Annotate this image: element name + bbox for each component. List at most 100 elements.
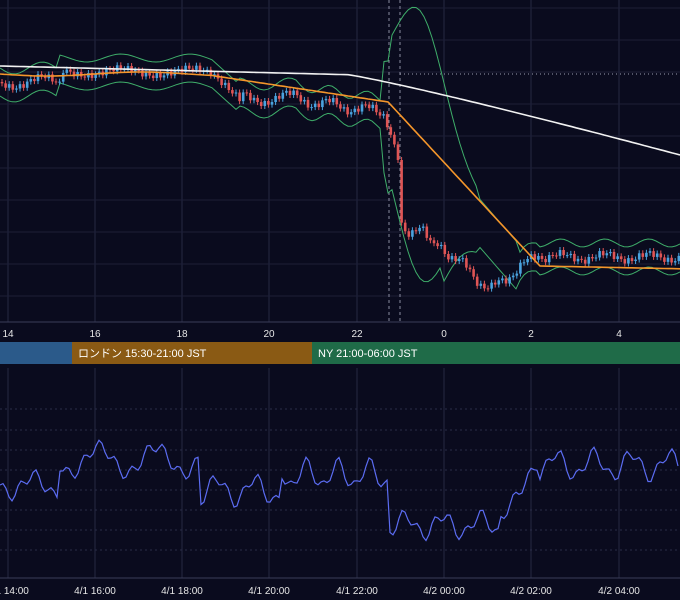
candle-body-138 [497, 280, 501, 285]
candle-body-25 [90, 73, 94, 78]
candle-body-159 [573, 253, 576, 262]
candle-body-14 [51, 74, 54, 82]
candle-body-78 [281, 92, 285, 99]
candle-body-144 [519, 262, 522, 274]
ma-short-line [0, 71, 680, 270]
candle-body-121 [436, 243, 439, 247]
candle-body-59 [213, 74, 216, 76]
candle-body-18 [65, 69, 69, 73]
osc-tick-label-3: 4/1 20:00 [248, 586, 290, 597]
candle-body-126 [454, 256, 457, 262]
candle-body-131 [472, 269, 475, 277]
candle-body-90 [324, 98, 328, 101]
candle-body-170 [612, 251, 616, 259]
price-tick-label-0: 14 [2, 329, 14, 340]
candle-body-76 [274, 95, 277, 103]
oscillator-line [0, 439, 679, 542]
candle-body-174 [627, 258, 630, 264]
candle-body-75 [270, 102, 274, 105]
candle-body-151 [544, 258, 547, 263]
candle-body-17 [61, 72, 65, 82]
osc-tick-label-4: 4/1 22:00 [336, 586, 378, 597]
candle-body-177 [637, 253, 641, 260]
candle-body-94 [339, 104, 342, 109]
price-tick-label-7: 4 [616, 329, 622, 340]
candle-body-112 [403, 222, 407, 232]
candle-body-114 [411, 230, 414, 237]
candle-body-93 [335, 98, 339, 105]
candle-body-128 [461, 258, 465, 260]
candle-body-41 [148, 72, 151, 76]
candle-body-178 [641, 253, 645, 257]
candle-body-145 [522, 262, 526, 264]
price-tick-label-3: 20 [263, 329, 275, 340]
candle-body-160 [576, 258, 580, 262]
candle-body-149 [537, 255, 540, 260]
candle-body-85 [306, 99, 310, 108]
candle-body-171 [616, 256, 619, 259]
candle-body-187 [673, 261, 677, 263]
candle-body-71 [256, 97, 259, 103]
candle-body-3 [11, 84, 15, 90]
candle-body-16 [58, 81, 61, 83]
candle-body-180 [648, 251, 652, 253]
candle-body-68 [245, 92, 249, 94]
candle-body-154 [555, 255, 558, 257]
candle-body-183 [659, 253, 663, 258]
candle-body-7 [25, 81, 29, 88]
bollinger-bands [0, 6, 680, 290]
candle-body-161 [580, 258, 583, 260]
candle-body-119 [429, 237, 432, 241]
candle-body-146 [526, 258, 529, 263]
candle-body-102 [367, 104, 371, 109]
candle-body-168 [605, 253, 609, 256]
oscillator-x-axis: 4/1 14:00 4/1 16:00 4/1 18:00 4/1 20:00 4/1 … [0, 586, 640, 597]
session-ny [312, 342, 680, 364]
candle-body-139 [501, 278, 504, 281]
candle-body-135 [486, 288, 490, 290]
candle-body-117 [421, 226, 425, 228]
moving-averages [0, 65, 680, 270]
candle-body-156 [562, 250, 565, 256]
candle-body-110 [396, 144, 400, 160]
candle-body-35 [126, 66, 130, 70]
candle-body-148 [533, 254, 537, 260]
candle-body-120 [432, 240, 436, 244]
candle-body-162 [583, 259, 587, 264]
candle-body-169 [609, 251, 612, 254]
candle-body-130 [468, 267, 472, 270]
candle-body-79 [285, 90, 288, 93]
osc-tick-label-5: 4/2 00:00 [423, 586, 465, 597]
candle-body-58 [209, 69, 213, 76]
session-tokyo [0, 342, 72, 364]
candle-body-157 [565, 255, 569, 257]
candle-body-15 [54, 81, 58, 83]
candle-body-70 [252, 97, 256, 101]
candle-body-140 [504, 278, 508, 284]
candle-body-179 [645, 252, 648, 257]
candle-body-57 [205, 69, 209, 71]
candle-body-52 [187, 65, 191, 69]
candle-body-72 [259, 102, 263, 107]
candle-body-4 [15, 88, 18, 90]
candle-body-103 [371, 104, 375, 109]
candle-body-188 [677, 255, 680, 262]
candle-body-53 [191, 68, 195, 70]
candle-body-143 [515, 273, 519, 276]
candle-body-98 [353, 108, 357, 113]
candle-body-42 [151, 75, 155, 79]
price-tick-label-2: 18 [176, 329, 188, 340]
candle-body-184 [663, 257, 666, 262]
candle-body-31 [112, 69, 115, 72]
candle-body-6 [22, 84, 25, 88]
candle-body-150 [540, 255, 544, 259]
candle-body-106 [382, 114, 385, 116]
candle-body-185 [666, 257, 670, 262]
candle-body-105 [378, 112, 382, 116]
candle-body-155 [558, 250, 562, 256]
candle-body-19 [69, 69, 72, 72]
candle-body-172 [619, 256, 623, 260]
candle-body-83 [299, 95, 303, 102]
candle-body-33 [119, 65, 123, 70]
